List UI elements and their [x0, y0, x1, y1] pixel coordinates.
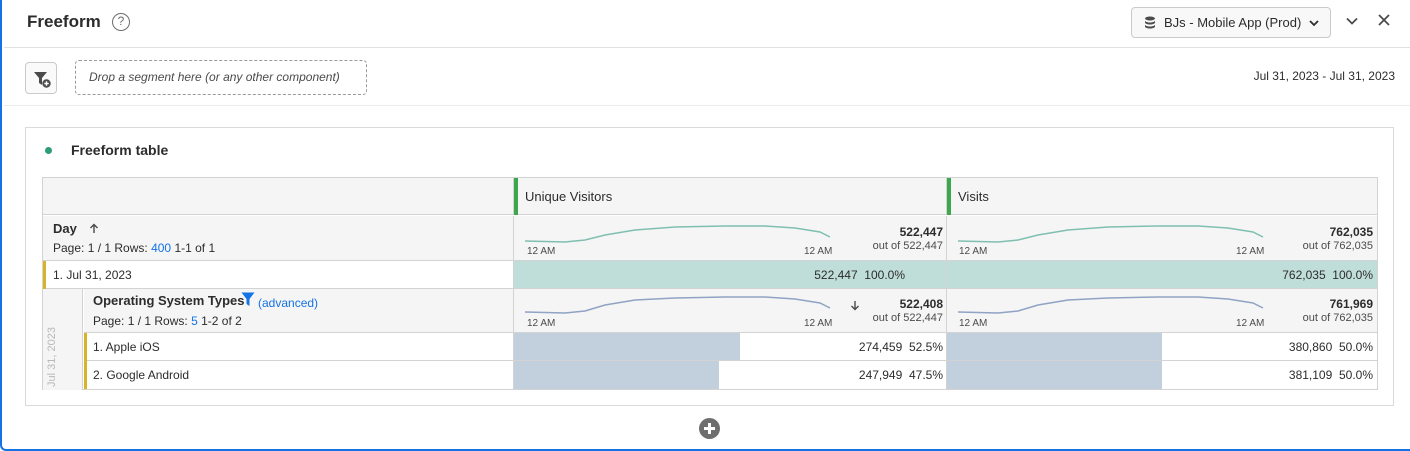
database-icon: [1145, 16, 1155, 29]
os-summary-row: Operating System Types (advanced) Page: …: [84, 289, 1377, 333]
bar-visits: [946, 333, 1162, 360]
add-visualization-icon[interactable]: [699, 418, 720, 439]
tick-start: 12 AM: [959, 246, 988, 257]
total-unique-visitors: 522,447: [899, 225, 943, 239]
breakdown-side-column: Jul 31, 2023: [43, 289, 83, 390]
divider: [513, 289, 514, 333]
tick-start: 12 AM: [959, 318, 988, 329]
status-dot-icon: [45, 147, 52, 154]
total-visits: 762,035: [1329, 225, 1373, 239]
row-label[interactable]: 1. Jul 31, 2023: [53, 268, 132, 282]
row-label[interactable]: 2. Google Android: [93, 368, 190, 382]
total-unique-visitors: 522,408: [899, 297, 943, 311]
tick-end: 12 AM: [1236, 246, 1265, 257]
sparkline-visits: [958, 296, 1264, 314]
dimension-name-day[interactable]: Day: [53, 221, 77, 236]
divider: [513, 361, 514, 389]
value-visits: 381,109 50.0%: [1288, 368, 1373, 382]
divider: [946, 361, 947, 389]
panel-header: Freeform ? BJs - Mobile App (Prod): [4, 0, 1410, 48]
panel-title[interactable]: Freeform: [27, 12, 101, 31]
value-visits: 762,035 100.0%: [1282, 268, 1373, 282]
tick-end: 12 AM: [804, 246, 833, 257]
divider: [946, 333, 947, 361]
rows-selector[interactable]: 400: [151, 241, 172, 255]
column-header-visits[interactable]: Visits: [946, 178, 1377, 215]
pager-text: Page: 1 / 1 Rows:: [93, 314, 188, 328]
divider: [513, 261, 514, 289]
bar-visits: [946, 261, 1377, 288]
tick-end: 12 AM: [804, 318, 833, 329]
row-marker: [84, 333, 87, 361]
divider: [946, 289, 947, 333]
row-marker: [84, 361, 87, 389]
tick-start: 12 AM: [527, 246, 556, 257]
sort-descending-icon[interactable]: [850, 300, 860, 311]
column-header-row: [43, 178, 1377, 215]
column-header-label: Visits: [958, 189, 989, 204]
out-of-visits: out of 762,035: [1302, 240, 1373, 252]
sparkline-visits: [958, 225, 1264, 243]
divider: [513, 216, 514, 261]
out-of-visits: out of 762,035: [1302, 312, 1373, 324]
sparkline-unique-visitors: [525, 225, 831, 243]
breakdown-parent-label: Jul 31, 2023: [46, 327, 58, 387]
segment-drop-zone[interactable]: Drop a segment here (or any other compon…: [75, 60, 367, 95]
drop-zone-placeholder: Drop a segment here (or any other compon…: [89, 70, 340, 84]
filter-icon[interactable]: [241, 292, 255, 307]
os-pager: Page: 1 / 1 Rows: 5 1-2 of 2: [93, 314, 242, 328]
viz-title[interactable]: Freeform table: [71, 142, 169, 158]
rows-selector[interactable]: 5: [191, 314, 198, 328]
pager-text: Page: 1 / 1 Rows:: [53, 241, 148, 255]
row-marker: [43, 261, 46, 289]
value-unique-visitors: 274,459 52.5%: [858, 340, 943, 354]
freeform-table: Unique Visitors Visits Day Page: 1 / 1 R…: [42, 177, 1378, 390]
collapse-chevron-icon[interactable]: [1345, 14, 1359, 28]
table-row[interactable]: 1. Jul 31, 2023 522,447 100.0% 762,035 1…: [43, 261, 1377, 289]
drag-handle-icon[interactable]: [947, 178, 951, 215]
help-icon[interactable]: ?: [112, 13, 130, 31]
chevron-down-icon: [1309, 20, 1319, 27]
drag-handle-icon[interactable]: [514, 178, 518, 215]
out-of-unique-visitors: out of 522,447: [872, 312, 943, 324]
sort-ascending-icon[interactable]: [89, 223, 99, 234]
total-visits: 761,969: [1329, 297, 1373, 311]
bar-unique-visitors: [513, 333, 740, 360]
out-of-unique-visitors: out of 522,447: [872, 240, 943, 252]
divider: [513, 333, 514, 361]
report-suite-selector[interactable]: BJs - Mobile App (Prod): [1131, 7, 1331, 38]
column-header-label: Unique Visitors: [525, 189, 613, 204]
bar-visits: [946, 361, 1162, 389]
bar-unique-visitors: [513, 361, 719, 389]
segment-filter-icon: [34, 72, 51, 88]
table-row[interactable]: 1. Apple iOS 274,459 52.5% 380,860 50.0%: [84, 333, 1377, 361]
divider: [946, 261, 947, 289]
day-pager: Page: 1 / 1 Rows: 400 1-1 of 1: [53, 241, 215, 255]
report-suite-label: BJs - Mobile App (Prod): [1164, 15, 1302, 30]
advanced-filter-link[interactable]: (advanced): [258, 296, 319, 310]
value-visits: 380,860 50.0%: [1288, 340, 1373, 354]
value-unique-visitors: 247,949 47.5%: [858, 368, 943, 382]
day-summary-row: Day Page: 1 / 1 Rows: 400 1-1 of 1 12 AM…: [43, 216, 1377, 261]
divider: [946, 216, 947, 261]
segment-bar: Drop a segment here (or any other compon…: [4, 49, 1410, 106]
add-segment-button[interactable]: [25, 62, 57, 94]
row-label[interactable]: 1. Apple iOS: [93, 340, 160, 354]
value-unique-visitors: 522,447 100.0%: [814, 268, 905, 282]
tick-end: 12 AM: [1236, 318, 1265, 329]
bar-unique-visitors: [513, 261, 946, 288]
freeform-table-viz: Freeform table Unique Visitors Visits Da…: [25, 127, 1394, 406]
range-text: 1-1 of 1: [174, 241, 216, 255]
range-text: 1-2 of 2: [201, 314, 242, 328]
tick-start: 12 AM: [527, 318, 556, 329]
table-row[interactable]: 2. Google Android 247,949 47.5% 381,109 …: [84, 361, 1377, 389]
date-range[interactable]: Jul 31, 2023 - Jul 31, 2023: [1253, 69, 1395, 83]
sparkline-unique-visitors: [525, 296, 831, 314]
close-icon[interactable]: [1377, 13, 1391, 27]
column-header-unique-visitors[interactable]: Unique Visitors: [513, 178, 946, 215]
dimension-name-os[interactable]: Operating System Types: [93, 293, 245, 308]
